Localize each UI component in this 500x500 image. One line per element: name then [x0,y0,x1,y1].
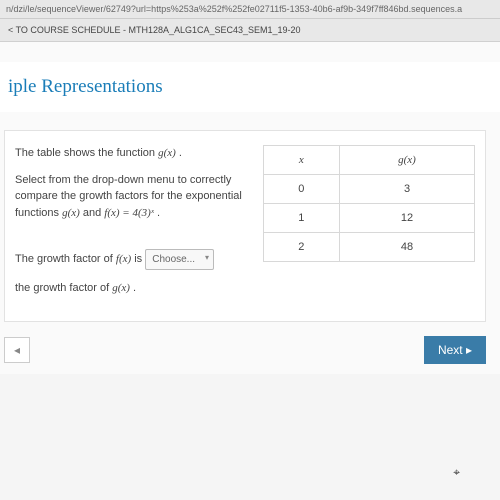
growth2-pre: the growth factor of [15,282,112,294]
growth-factor-dropdown[interactable]: Choose... [145,249,214,270]
growth-line-1: The growth factor of f(x) is Choose... [15,249,249,270]
cell-x: 1 [263,204,339,233]
table-row: 2 48 [263,233,474,262]
intro-paragraph: The table shows the function g(x) . [15,145,249,162]
bottom-nav: ◂ Next ▸ [4,336,486,364]
header-gx: g(x) [340,146,475,175]
instruction-func-g: g(x) [62,207,80,219]
growth2-end: . [130,282,136,294]
instruction-end: . [154,207,160,219]
function-table: x g(x) 0 3 1 12 2 48 [263,145,475,262]
table-row: 1 12 [263,204,474,233]
growth-mid: is [131,253,145,265]
growth-pre: The growth factor of [15,253,116,265]
next-button[interactable]: Next ▸ [424,336,486,364]
growth2-func-g: g(x) [112,282,130,294]
instruction-func-f: f(x) = 4(3)ˣ [104,207,154,219]
question-box: The table shows the function g(x) . Sele… [4,130,486,322]
header-x: x [263,146,339,175]
cell-gx: 48 [340,233,475,262]
intro-text: The table shows the function [15,147,158,159]
instruction-paragraph: Select from the drop-down menu to correc… [15,172,249,222]
question-text-column: The table shows the function g(x) . Sele… [15,145,249,307]
cell-gx: 12 [340,204,475,233]
title-section: iple Representations [0,62,500,112]
prev-button[interactable]: ◂ [4,337,30,363]
content-area: The table shows the function g(x) . Sele… [0,112,500,374]
course-breadcrumb[interactable]: < TO COURSE SCHEDULE - MTH128A_ALG1CA_SE… [0,19,500,42]
url-bar: n/dzi/le/sequenceViewer/62749?url=https%… [0,0,500,19]
cell-x: 0 [263,175,339,204]
intro-func-g: g(x) [158,147,176,159]
cell-gx: 3 [340,175,475,204]
page-title: iple Representations [8,76,500,98]
cell-x: 2 [263,233,339,262]
cursor-icon: ⌖ [453,465,460,480]
table-row: 0 3 [263,175,474,204]
growth-func-f: f(x) [116,253,131,265]
intro-end: . [176,147,182,159]
growth-line-2: the growth factor of g(x) . [15,280,249,297]
instruction-and: and [80,207,104,219]
table-header-row: x g(x) [263,146,474,175]
table-column: x g(x) 0 3 1 12 2 48 [263,145,475,307]
